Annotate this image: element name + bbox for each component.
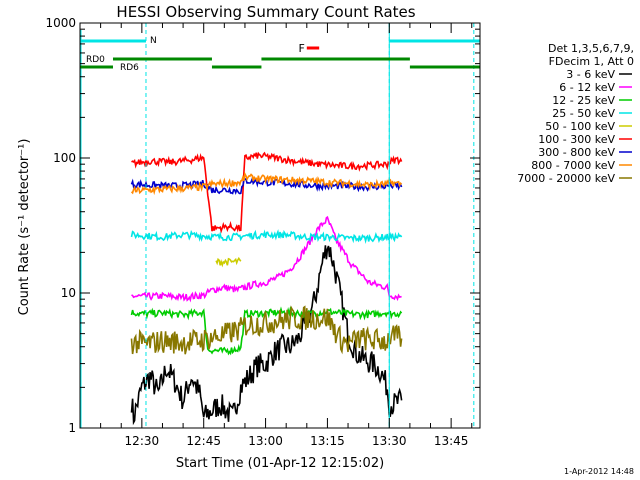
timestamp-stamp: 1-Apr-2012 14:48 xyxy=(564,467,634,476)
legend-label: 100 - 300 keV xyxy=(538,133,615,146)
series-25-50-kev xyxy=(130,229,403,244)
series-3-6-kev xyxy=(130,245,403,426)
decimation-label-rd6: RD6 xyxy=(120,63,139,73)
legend-header-line-2: FDecim 1, Att 0 xyxy=(549,55,634,68)
plot-frame xyxy=(79,22,481,429)
x-tick-label: 13:15 xyxy=(310,434,345,448)
x-tick-label: 13:00 xyxy=(248,434,283,448)
legend-header-line-1: Det 1,3,5,6,7,9, xyxy=(548,42,634,55)
chart-title: HESSI Observing Summary Count Rates xyxy=(116,3,415,21)
series-6-12-kev xyxy=(131,215,402,303)
y-tick-label: 1000 xyxy=(45,16,76,30)
series-100-300-kev xyxy=(131,151,403,234)
legend-label: 800 - 7000 keV xyxy=(531,159,615,172)
legend-label: 25 - 50 keV xyxy=(552,107,615,120)
x-tick-label: 13:45 xyxy=(434,434,469,448)
legend-label: 6 - 12 keV xyxy=(559,81,615,94)
axis-layer: 1 10 100 1000 12:30 12:45 13:00 13:15 13:30 13:45 xyxy=(45,16,481,448)
series-800-7000-kev xyxy=(130,171,403,196)
legend-label: 50 - 100 keV xyxy=(545,120,615,133)
annotation-layer: N F RD0 RD6 xyxy=(80,23,480,428)
legend-label: 7000 - 20000 keV xyxy=(517,172,615,185)
series-7000-20000-kev xyxy=(130,305,403,355)
series-12-25-kev xyxy=(130,306,403,356)
series-layer xyxy=(130,151,403,426)
x-tick-label: 12:30 xyxy=(125,434,160,448)
legend-label: 300 - 800 keV xyxy=(538,146,615,159)
legend-label: 12 - 25 keV xyxy=(552,94,615,107)
series-50-100-kev xyxy=(215,256,242,268)
legend-label: 3 - 6 keV xyxy=(566,68,615,81)
y-tick-label: 10 xyxy=(61,286,76,300)
x-tick-label: 12:45 xyxy=(186,434,221,448)
decimation-label-rd0: RD0 xyxy=(86,55,105,65)
night-label: N xyxy=(150,36,157,46)
flare-flag-label: F xyxy=(298,42,304,55)
x-tick-label: 13:30 xyxy=(372,434,407,448)
x-axis-label: Start Time (01-Apr-12 12:15:02) xyxy=(176,456,384,471)
y-tick-label: 100 xyxy=(53,151,76,165)
y-tick-label: 1 xyxy=(68,421,76,435)
y-axis-label: Count Rate (s⁻¹ detector⁻¹) xyxy=(17,139,32,316)
